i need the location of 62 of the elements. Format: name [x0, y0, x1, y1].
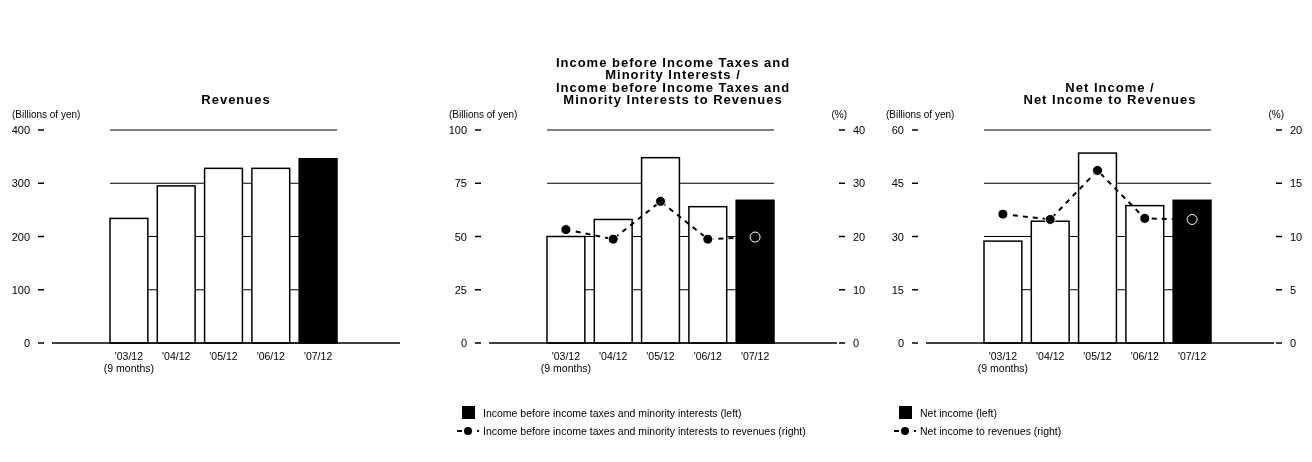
y-tick-label: 0 — [460, 337, 467, 349]
y-tick-label: 25 — [454, 283, 467, 296]
x-tick-label: '05/12 — [209, 350, 238, 362]
x-tick-label: '06/12 — [256, 350, 286, 362]
y-tick-label: 30 — [891, 230, 904, 243]
x-tick-label: '05/12 — [646, 350, 675, 362]
y-tick-label: 50 — [454, 230, 467, 243]
chart-title: Revenues — [201, 92, 271, 107]
legend-label: Income before income taxes and minority interests (left) — [483, 407, 742, 419]
y-tick-label: 300 — [11, 177, 30, 190]
x-tick-label: '07/12 — [1177, 350, 1207, 362]
x-tick-label: '04/12 — [1036, 350, 1065, 362]
y-tick-label: 0 — [23, 337, 30, 349]
y2-tick-label: 10 — [1290, 230, 1303, 243]
y-axis-title: (Billions of yen) — [12, 109, 81, 120]
x-tick-label: '06/12 — [1130, 350, 1160, 362]
point — [1092, 164, 1103, 176]
x-tick-label: '07/12 — [740, 350, 770, 362]
y-tick-label: 75 — [454, 177, 467, 190]
point — [655, 195, 666, 207]
point — [560, 224, 572, 236]
y2-tick-label: 20 — [853, 230, 866, 243]
x-tick-label: '05/12 — [1083, 350, 1112, 362]
y-tick-label: 400 — [11, 124, 30, 136]
point — [607, 233, 619, 245]
x-tick-label: '04/12 — [162, 350, 191, 362]
x-tick-label: '03/12 (9 months) — [103, 350, 155, 374]
point — [749, 231, 761, 243]
chart-title: Net Income / Net Income to Revenues — [1023, 79, 1197, 107]
x-tick-label: '04/12 — [599, 350, 628, 362]
y2-tick-label: 40 — [853, 124, 866, 136]
point — [1186, 213, 1198, 225]
point — [702, 233, 714, 245]
point — [1139, 212, 1151, 224]
y-tick-label: 200 — [11, 230, 30, 243]
y2-tick-label: 30 — [853, 177, 866, 190]
y2-tick-label: 0 — [1290, 337, 1297, 349]
y2-tick-label: 15 — [1290, 177, 1303, 190]
chart-title: Income before Income Taxes and Minority Interests / Income before Income Taxes and Minority Interests to Revenues — [555, 54, 791, 107]
x-tick-label: '03/12 (9 months) — [540, 350, 592, 374]
x-tick-label: '07/12 — [303, 350, 333, 362]
x-tick-label: '06/12 — [693, 350, 723, 362]
legend-label: Net income to revenues (right) — [920, 425, 1062, 437]
y-tick-label: 100 — [11, 283, 30, 296]
y2-axis-title: (%) — [1268, 109, 1284, 120]
y2-tick-label: 20 — [1290, 124, 1303, 136]
y-axis-title: (Billions of yen) — [886, 109, 955, 120]
y-axis-title: (Billions of yen) — [449, 109, 518, 120]
legend-label: Income before income taxes and minority interests to revenues (right) — [483, 425, 806, 437]
y2-axis-title: (%) — [831, 109, 847, 120]
y2-tick-label: 5 — [1290, 283, 1297, 296]
y-tick-label: 100 — [448, 124, 467, 136]
legend-label: Net income (left) — [920, 407, 998, 419]
y-tick-label: 0 — [897, 337, 904, 349]
y-tick-label: 15 — [891, 283, 904, 296]
y-tick-label: 60 — [891, 124, 904, 136]
y2-tick-label: 0 — [853, 337, 860, 349]
y-tick-label: 45 — [891, 177, 904, 190]
y2-tick-label: 10 — [853, 283, 866, 296]
point — [1044, 213, 1056, 225]
x-tick-label: '03/12 (9 months) — [977, 350, 1029, 374]
point — [997, 208, 1009, 220]
